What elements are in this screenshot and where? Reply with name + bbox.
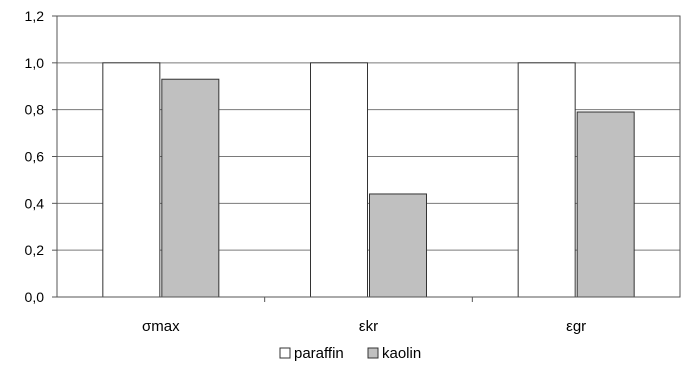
- x-category-label: εgr: [566, 318, 586, 335]
- legend-label-paraffin: paraffin: [294, 345, 344, 362]
- axes: [52, 15, 681, 302]
- legend-swatch-kaolin: [367, 347, 379, 359]
- bar-kaolin-1: [369, 193, 427, 298]
- bars: [102, 62, 635, 298]
- legend-label-kaolin: kaolin: [382, 345, 421, 362]
- y-tick-label: 1,0: [25, 55, 45, 71]
- bar-paraffin-1: [310, 62, 368, 298]
- y-tick-label: 0,0: [25, 289, 45, 305]
- x-category-labels: σmax εkr εgr: [142, 318, 586, 335]
- bar-paraffin-0: [102, 62, 161, 298]
- plot-area-border: [56, 15, 681, 298]
- gridlines: [57, 62, 680, 251]
- x-category-label: εkr: [359, 318, 378, 335]
- x-category-label: σmax: [142, 318, 180, 335]
- y-tick-label: 0,8: [25, 102, 45, 118]
- y-tick-label: 0,2: [25, 242, 45, 258]
- y-tick-label: 1,2: [25, 8, 45, 24]
- y-tick-labels: 0,0 0,2 0,4 0,6 0,8 1,0 1,2: [25, 8, 45, 305]
- y-tick-label: 0,4: [25, 195, 45, 211]
- bar-kaolin-0: [161, 78, 220, 298]
- legend: paraffin kaolin: [279, 345, 421, 362]
- bar-paraffin-2: [517, 62, 576, 298]
- bar-kaolin-2: [576, 111, 635, 298]
- y-tick-label: 0,6: [25, 149, 45, 165]
- legend-swatch-paraffin: [279, 347, 291, 359]
